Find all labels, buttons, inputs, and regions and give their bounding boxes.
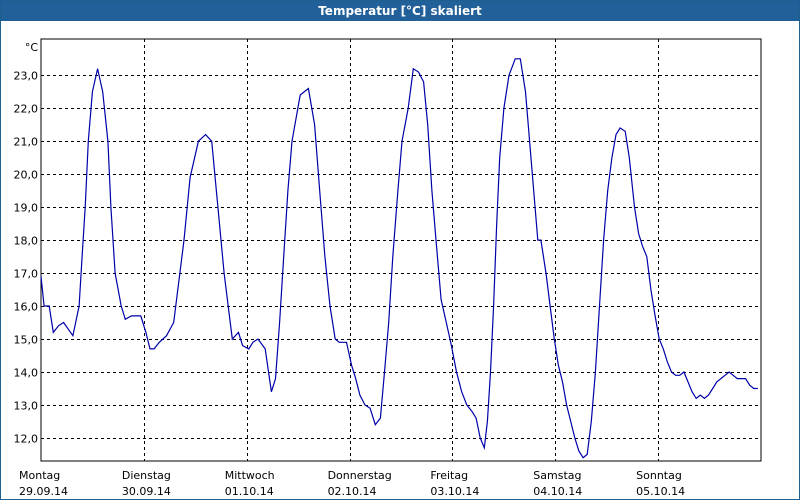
x-day-label: Sonntag bbox=[636, 469, 682, 482]
x-date-label: 29.09.14 bbox=[19, 485, 68, 498]
x-day-label: Samstag bbox=[533, 469, 581, 482]
x-date-label: 30.09.14 bbox=[122, 485, 171, 498]
x-date-label: 05.10.14 bbox=[636, 485, 685, 498]
plot-area bbox=[40, 38, 762, 462]
y-tick-label: 18,0 bbox=[14, 235, 39, 248]
temperature-chart: 12,0 13,0 14,0 15,0 16,0 17,0 18,0 19,0 20,0 21,0… bbox=[14, 38, 762, 498]
y-axis-unit: °C bbox=[25, 41, 39, 54]
x-day-label: Freitag bbox=[430, 469, 468, 482]
y-tick-label: 16,0 bbox=[14, 301, 39, 314]
y-tick-label: 14,0 bbox=[14, 367, 39, 380]
x-day-label: Donnerstag bbox=[328, 469, 392, 482]
y-tick-label: 15,0 bbox=[14, 334, 39, 347]
x-date-label: 01.10.14 bbox=[225, 485, 274, 498]
y-tick-label: 20,0 bbox=[14, 169, 39, 182]
chart-title: Temperatur [°C] skaliert bbox=[1, 1, 799, 21]
x-day-label: Mittwoch bbox=[225, 469, 275, 482]
x-date-label: 04.10.14 bbox=[533, 485, 582, 498]
x-day-label: Montag bbox=[19, 469, 60, 482]
y-tick-label: 19,0 bbox=[14, 202, 39, 215]
y-tick-label: 21,0 bbox=[14, 136, 39, 149]
y-tick-label: 13,0 bbox=[14, 400, 39, 413]
y-tick-label: 23,0 bbox=[14, 70, 39, 83]
x-date-label: 02.10.14 bbox=[328, 485, 377, 498]
x-date-label: 03.10.14 bbox=[430, 485, 479, 498]
x-day-label: Dienstag bbox=[122, 469, 171, 482]
y-tick-label: 22,0 bbox=[14, 103, 39, 116]
y-tick-label: 12,0 bbox=[14, 433, 39, 446]
y-tick-label: 17,0 bbox=[14, 268, 39, 281]
temperature-series-line bbox=[40, 58, 758, 459]
